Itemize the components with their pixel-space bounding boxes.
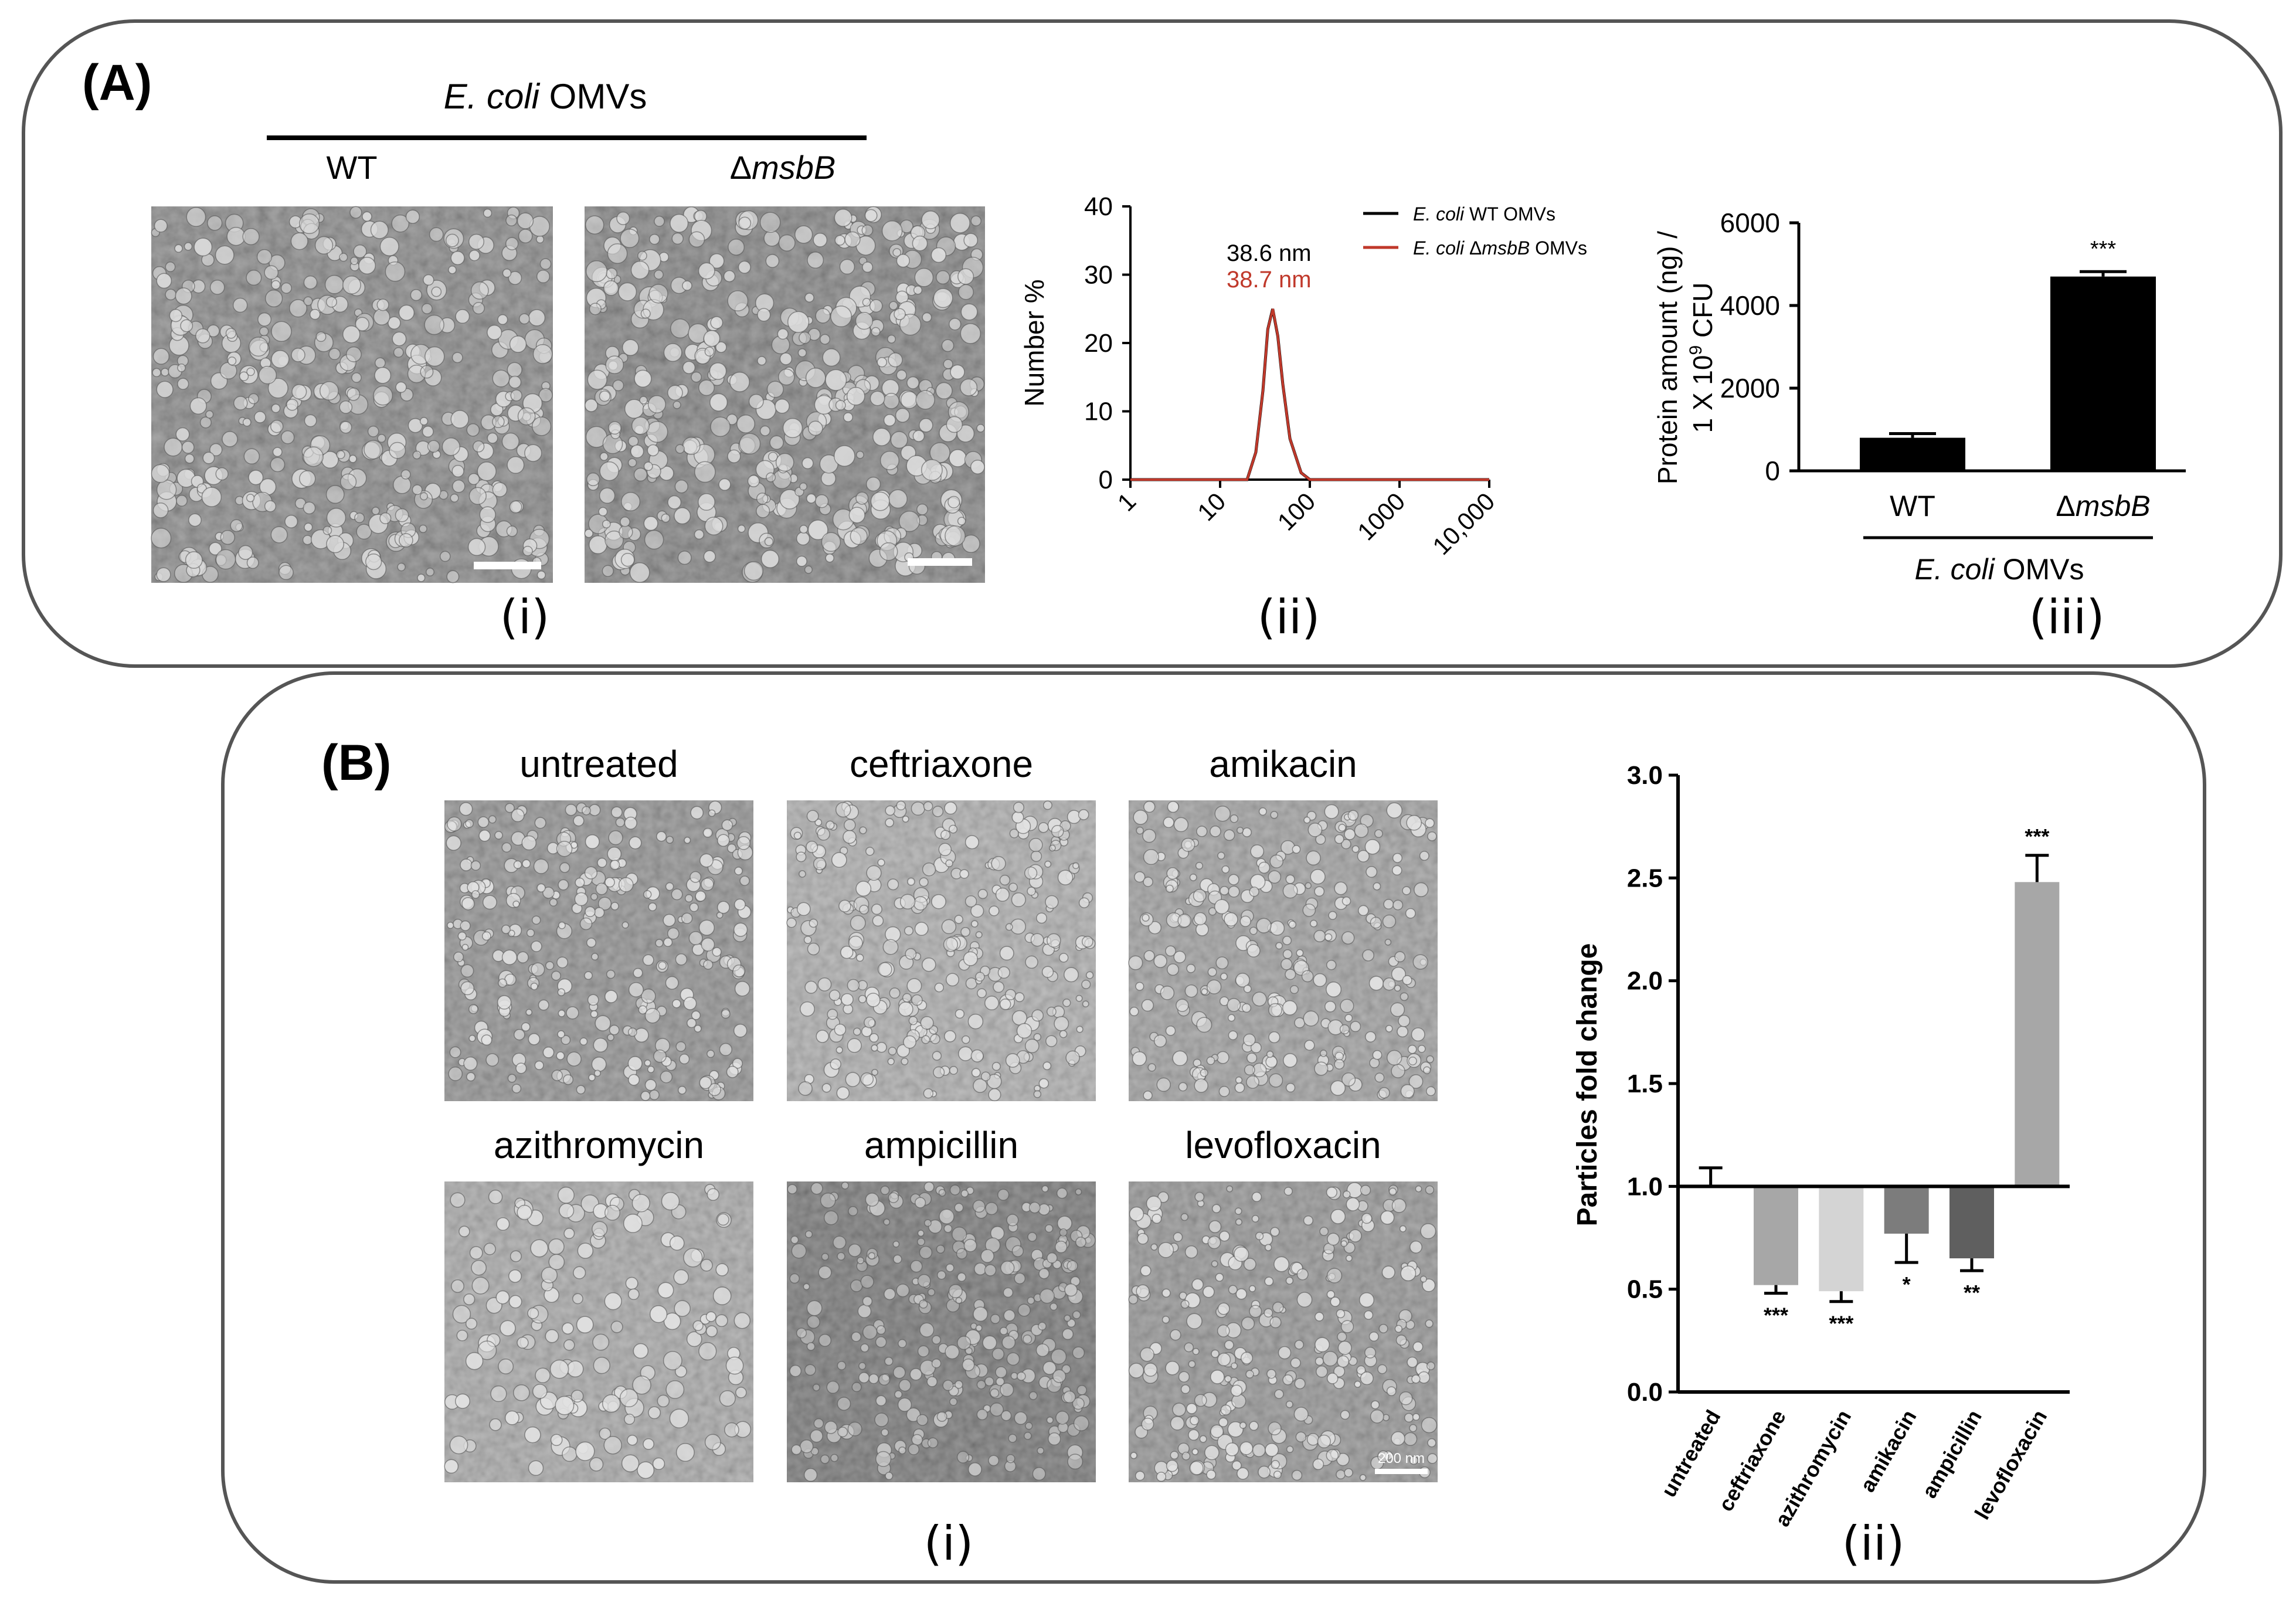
peak-label-msbb: 38.7 nm bbox=[1227, 267, 1312, 293]
y-axis-label: Protein amount (ng) / bbox=[1652, 231, 1683, 484]
em-image-untreated: untreated bbox=[444, 743, 753, 1101]
em-image-ceftriaxone: ceftriaxone bbox=[786, 743, 1096, 1102]
legend-entry: E. coli ΔmsbB OMVs bbox=[1413, 237, 1587, 259]
panel-a-col-wt: WT bbox=[326, 149, 377, 186]
y-tick-label: 1.5 bbox=[1627, 1069, 1663, 1098]
vesicle-field bbox=[786, 800, 1096, 1102]
significance-label: *** bbox=[1764, 1303, 1788, 1327]
panel-b-sub-ii: (ii) bbox=[1842, 1516, 1905, 1571]
em-image-grid: untreated ceftriaxone amikacin azithromycin… bbox=[444, 743, 1438, 1482]
y-tick-label: 30 bbox=[1084, 261, 1113, 290]
vesicle-field bbox=[787, 1181, 1096, 1482]
em-image-title: levofloxacin bbox=[1185, 1124, 1381, 1166]
em-image-title: azithromycin bbox=[494, 1124, 704, 1166]
peak-label-wt: 38.6 nm bbox=[1227, 240, 1312, 266]
y-tick-label: 20 bbox=[1084, 329, 1113, 358]
em-image-levofloxacin: levofloxacin 200 nm bbox=[1128, 1124, 1438, 1482]
bar-ceftriaxone bbox=[1754, 1186, 1798, 1285]
scale-bar bbox=[1375, 1469, 1428, 1474]
panel-b-label: (B) bbox=[321, 735, 391, 791]
panel-a-sub-i: (i) bbox=[500, 590, 550, 644]
y-tick-label: 2.0 bbox=[1627, 967, 1663, 996]
series-line-msbb bbox=[1130, 308, 1489, 481]
bar-ampicillin bbox=[1949, 1186, 1994, 1259]
y-tick-label: 10 bbox=[1084, 398, 1113, 426]
panel-a-sub-iii: (iii) bbox=[2029, 590, 2104, 644]
y-tick-label: 0 bbox=[1099, 466, 1113, 494]
y-tick-label: 0 bbox=[1765, 456, 1780, 486]
em-image-ampicillin: ampicillin bbox=[787, 1124, 1096, 1482]
bar-amikacin bbox=[1884, 1186, 1929, 1234]
scale-bar-label: 200 nm bbox=[1378, 1451, 1425, 1466]
significance-label: *** bbox=[1829, 1312, 1853, 1336]
em-image-amikacin: amikacin bbox=[1128, 743, 1438, 1101]
panel-a-group-title: E. coli OMVs bbox=[444, 77, 647, 116]
y-tick-label: 2000 bbox=[1720, 373, 1780, 403]
y-axis-label: Number % bbox=[1019, 279, 1049, 406]
protein-amount-chart: 0 2000 4000 6000 WT *** ΔmsbB E. coli OMVs Prote… bbox=[1652, 208, 2186, 586]
significance-label: ** bbox=[1964, 1281, 1980, 1305]
vesicle-field bbox=[1128, 800, 1437, 1101]
y-tick-label: 4000 bbox=[1720, 290, 1780, 321]
panel-b-sub-i: (i) bbox=[924, 1516, 974, 1571]
x-category-label: WT bbox=[1890, 490, 1935, 522]
scale-bar bbox=[474, 562, 541, 569]
y-tick-label: 1.0 bbox=[1627, 1172, 1663, 1201]
em-image-title: ampicillin bbox=[864, 1124, 1018, 1166]
em-image-title: untreated bbox=[519, 743, 678, 785]
em-image-title: amikacin bbox=[1209, 743, 1357, 785]
bar-msbb bbox=[2050, 276, 2156, 471]
bar-wt bbox=[1860, 437, 1965, 471]
y-tick-label: 6000 bbox=[1720, 208, 1780, 238]
y-tick-label: 40 bbox=[1084, 192, 1113, 221]
panel-a-label: (A) bbox=[82, 55, 152, 111]
panel-a-col-msbb: ΔmsbB bbox=[730, 149, 836, 186]
y-tick-label: 2.5 bbox=[1627, 864, 1663, 892]
em-image-azithromycin: azithromycin bbox=[444, 1124, 753, 1482]
y-tick-label: 0.0 bbox=[1627, 1378, 1663, 1407]
y-axis-label: 1 X 109 CFU bbox=[1686, 282, 1718, 433]
x-category-label: ΔmsbB bbox=[2056, 490, 2150, 522]
significance-label: *** bbox=[2090, 237, 2117, 262]
scale-bar bbox=[908, 558, 972, 566]
y-tick-label: 0.5 bbox=[1627, 1275, 1663, 1304]
panel-a-sub-ii: (ii) bbox=[1258, 590, 1320, 644]
em-image-title: ceftriaxone bbox=[850, 743, 1033, 785]
vesicle-field bbox=[1128, 1182, 1438, 1482]
vesicle-field bbox=[444, 800, 753, 1101]
bar-levofloxacin bbox=[2015, 882, 2060, 1187]
significance-label: * bbox=[1903, 1272, 1911, 1296]
y-tick-label: 3.0 bbox=[1627, 761, 1663, 790]
legend-entry: E. coli WT OMVs bbox=[1413, 203, 1555, 225]
vesicle-field bbox=[444, 1184, 752, 1479]
y-axis-label: Particles fold change bbox=[1572, 943, 1603, 1227]
em-image-wt bbox=[151, 206, 553, 583]
x-group-label: E. coli OMVs bbox=[1915, 553, 2084, 586]
significance-label: *** bbox=[2025, 824, 2049, 848]
em-image-msbb bbox=[584, 206, 985, 583]
bar-azithromycin bbox=[1819, 1186, 1864, 1292]
